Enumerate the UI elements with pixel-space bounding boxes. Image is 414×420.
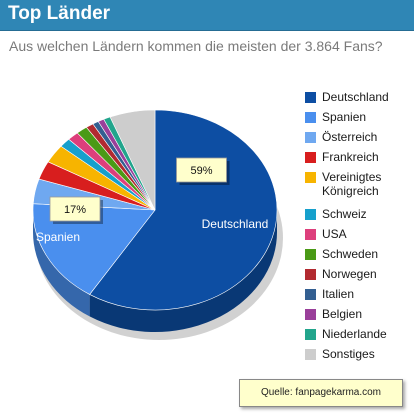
slice-label-deutschland: 59% <box>176 157 230 185</box>
legend-item-spanien: Spanien <box>305 110 410 130</box>
chart-legend: Deutschland Spanien Österreich Frankreich Ve… <box>305 90 410 367</box>
legend-swatch <box>305 152 316 163</box>
legend-swatch <box>305 269 316 280</box>
slice-percent-spanien: 17% <box>64 204 86 216</box>
legend-item-schweden: Schweden <box>305 247 410 267</box>
slice-name-spanien: Spanien <box>36 230 80 244</box>
legend-item-niederlande: Niederlande <box>305 327 410 347</box>
pie-slice-sonstiges <box>109 109 156 211</box>
slice-name-deutschland: Deutschland <box>202 217 269 231</box>
legend-label: Norwegen <box>322 267 377 281</box>
legend-swatch <box>305 92 316 103</box>
legend-swatch <box>305 329 316 340</box>
legend-item-italien: Italien <box>305 287 410 307</box>
legend-swatch <box>305 112 316 123</box>
legend-label: USA <box>322 227 347 241</box>
chart-title: Top Länder <box>8 3 111 24</box>
pie-slice-deutschland <box>89 109 278 311</box>
legend-label: Italien <box>322 287 355 301</box>
legend-swatch <box>305 349 316 360</box>
legend-swatch <box>305 249 316 260</box>
legend-swatch <box>305 289 316 300</box>
legend-label: Vereinigtes Königreich <box>322 170 382 198</box>
legend-item-usa: USA <box>305 227 410 247</box>
legend-label: Österreich <box>322 130 378 144</box>
pie-side-spanien <box>33 210 90 317</box>
legend-label: Deutschland <box>322 90 389 104</box>
chart-header: Top Länder <box>0 0 414 31</box>
legend-swatch <box>305 209 316 220</box>
legend-swatch <box>305 172 316 183</box>
slice-percent-deutschland: 59% <box>190 165 212 177</box>
pie-slice-spanien <box>32 203 156 295</box>
legend-label: Frankreich <box>322 150 379 164</box>
legend-label: Spanien <box>322 110 367 124</box>
source-note: Quelle: fanpagekarma.com <box>239 379 403 407</box>
legend-label: Schweden <box>322 247 379 261</box>
chart-subtitle: Aus welchen Ländern kommen die meisten d… <box>9 38 383 54</box>
legend-label: Belgien <box>322 307 363 321</box>
legend-swatch <box>305 309 316 320</box>
legend-label: Sonstiges <box>322 347 375 361</box>
legend-item-norwegen: Norwegen <box>305 267 410 287</box>
legend-item-sonstiges: Sonstiges <box>305 347 410 367</box>
legend-item-frankreich: Frankreich <box>305 150 410 170</box>
legend-item-schweiz: Schweiz <box>305 207 410 227</box>
legend-item--sterreich: Österreich <box>305 130 410 150</box>
legend-swatch <box>305 132 316 143</box>
legend-item-deutschland: Deutschland <box>305 90 410 110</box>
legend-label: Niederlande <box>322 327 387 341</box>
legend-item-vereinigtes-k-nigreich: Vereinigtes Königreich <box>305 170 410 207</box>
legend-swatch <box>305 229 316 240</box>
pie-side-deutschland <box>89 210 278 332</box>
legend-label: Schweiz <box>322 207 367 221</box>
legend-item-belgien: Belgien <box>305 307 410 327</box>
slice-label-spanien: 17% <box>49 196 103 224</box>
